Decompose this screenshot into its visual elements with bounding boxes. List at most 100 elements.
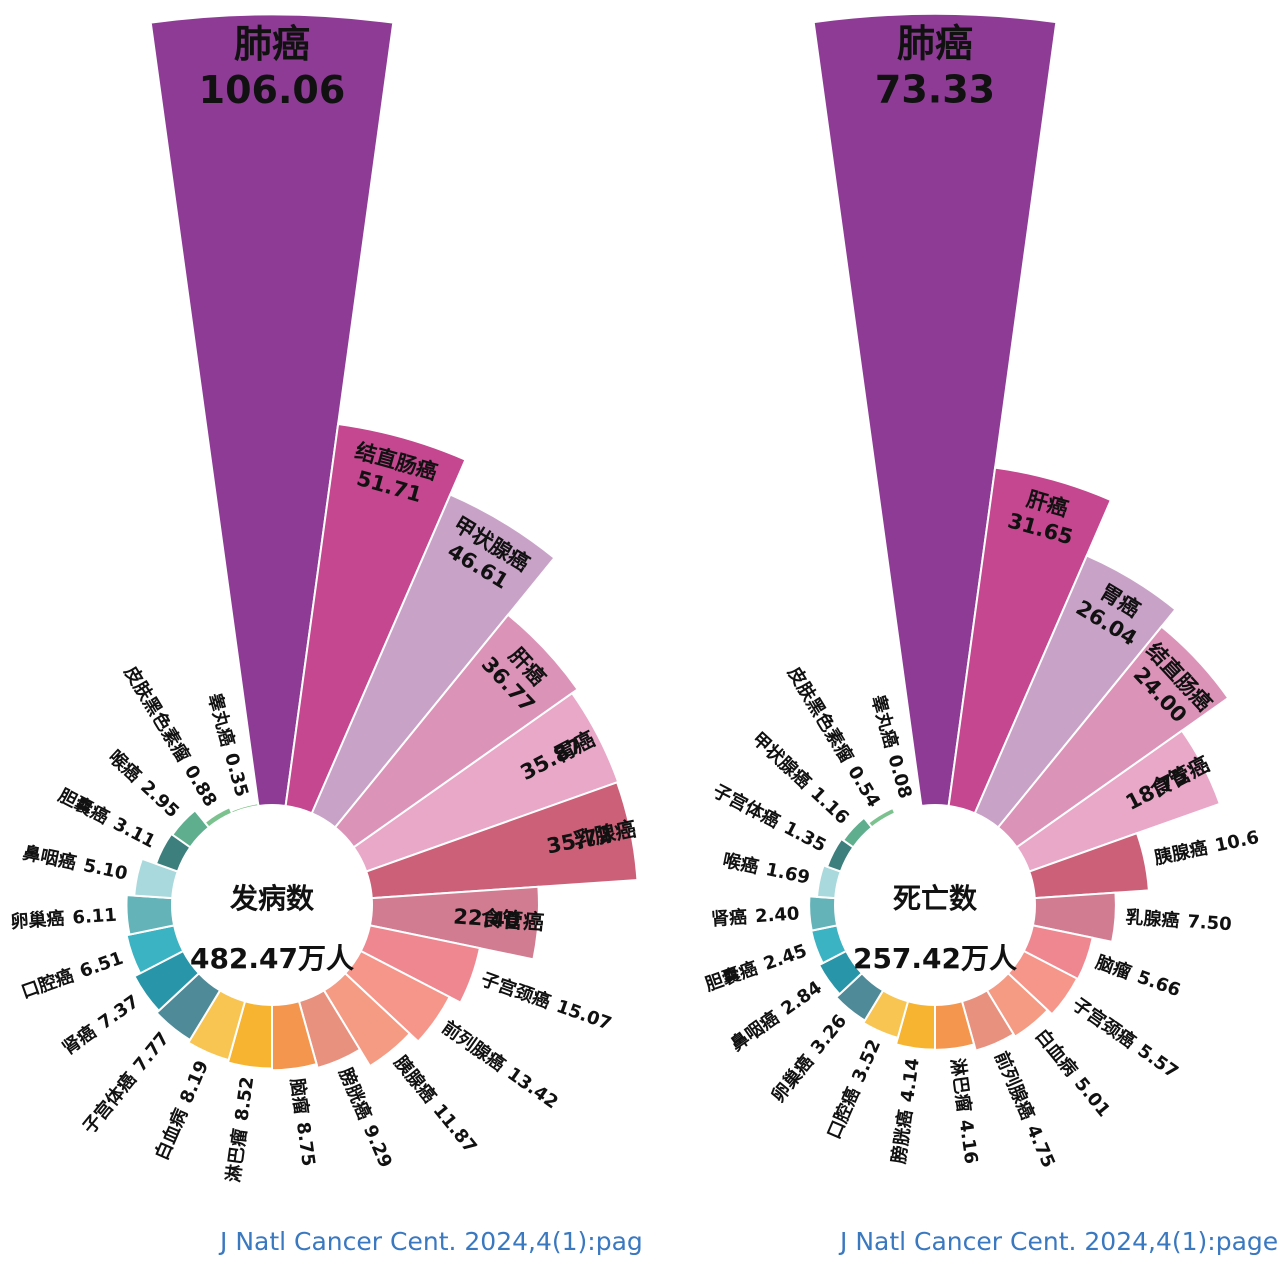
rose-wedge: [333, 613, 580, 849]
value-label: 8.19: [176, 1058, 213, 1107]
value-label: 2.45: [761, 940, 810, 975]
value-label: 6.51: [77, 948, 126, 983]
data-label: 肾癌7.37: [58, 990, 143, 1059]
value-label: 9.29: [359, 1122, 396, 1171]
rose-wedge: [226, 1000, 273, 1070]
data-label: 喉癌 1.69: [721, 849, 812, 889]
value-label: 1.16: [806, 783, 853, 829]
rose-wedge: [841, 816, 874, 849]
value-label: 15.07: [554, 996, 615, 1035]
rose-wedge: [825, 837, 855, 873]
category-label: 甲状腺癌: [748, 728, 816, 793]
data-label: 鼻咽癌 5.10: [21, 841, 130, 884]
value-label: 2.84: [777, 977, 825, 1020]
category-label: 子宫颈癌: [1068, 993, 1140, 1052]
rose-wedge: [861, 989, 910, 1040]
value-label: 7.37: [95, 991, 143, 1034]
category-label: 卵巢癌: [10, 907, 65, 933]
category-label: 口腔癌: [823, 1084, 865, 1142]
rose-wedge: [170, 808, 211, 849]
category-label: 鼻咽癌: [726, 1007, 783, 1056]
category-label: 脑瘤: [1093, 951, 1134, 984]
rose-wedge: [893, 803, 923, 815]
data-label: 胰腺癌11.87: [389, 1051, 482, 1158]
rose-wedge: [985, 971, 1050, 1039]
category-label: 胆囊癌: [54, 784, 113, 829]
value-label: 13.42: [503, 1063, 562, 1113]
rose-wedge: [284, 422, 467, 815]
value-label: 4.75: [1022, 1122, 1059, 1171]
value-label: 1.35: [780, 817, 829, 856]
center-hole: [174, 807, 370, 1003]
data-label: 胰腺癌 10.6: [1151, 826, 1261, 869]
center-total: 257.42万人: [853, 942, 1017, 975]
value-label: 7.77: [129, 1028, 173, 1076]
data-label: 子宫颈癌15.07: [478, 968, 614, 1035]
value-label: 4.14: [897, 1057, 924, 1104]
category-label: 淋巴瘤: [946, 1057, 975, 1113]
value-label: 4.16: [955, 1118, 982, 1165]
category-label: 脑瘤: [286, 1077, 313, 1116]
category-label: 胆囊癌: [701, 957, 760, 996]
value-label: 2.95: [136, 777, 183, 823]
category-label: 乳腺癌: [1125, 906, 1180, 932]
rose-wedge: [866, 806, 897, 829]
category-label: 喉癌: [721, 849, 761, 878]
category-label: 膀胱癌: [887, 1109, 916, 1166]
rose-wedge: [125, 894, 176, 936]
center-hole: [837, 807, 1033, 1003]
rose-wedge: [808, 895, 839, 932]
data-label: 膀胱癌9.29: [334, 1064, 397, 1171]
rose-wedge: [815, 864, 843, 900]
category-label: 淋巴瘤: [222, 1127, 251, 1183]
rose-wedge: [149, 13, 395, 808]
category-label: 肾癌: [58, 1021, 100, 1060]
category-label: 子宫体癌: [709, 780, 783, 833]
value-label: 3.11: [110, 814, 159, 853]
data-label: 膀胱癌 4.14: [887, 1057, 923, 1166]
rose-wedge: [155, 971, 222, 1042]
rose-wedge: [960, 989, 1015, 1052]
data-label: 乳腺癌 7.50: [1125, 906, 1233, 935]
data-label: 淋巴瘤 8.52: [222, 1075, 258, 1183]
data-label: 肾癌 2.40: [710, 902, 800, 930]
value-label: 3.26: [807, 1011, 851, 1059]
rose-wedge: [834, 971, 885, 1022]
rose-wedge: [125, 924, 185, 975]
rose-wedge: [229, 802, 260, 815]
category-label: 前列腺癌: [438, 1016, 510, 1075]
value-label: 22.40: [453, 904, 521, 932]
rose-wedge: [359, 924, 482, 1005]
value-label: 5.01: [1070, 1073, 1114, 1121]
center-total: 482.47万人: [190, 942, 354, 975]
rose-wedge: [812, 12, 1058, 808]
rose-wedge: [271, 1000, 318, 1072]
data-label: 子宫体癌7.77: [78, 1028, 174, 1138]
data-label: 前列腺癌13.42: [438, 1016, 563, 1113]
value-label: 0.88: [180, 762, 221, 811]
rose-wedge: [343, 949, 451, 1043]
category-label: 喉癌: [104, 746, 145, 787]
rose-wedge: [996, 625, 1230, 849]
category-label: 鼻咽癌: [21, 841, 78, 874]
rose-wedge: [310, 493, 556, 829]
rose-wedge: [352, 691, 620, 873]
center-title: 死亡数: [893, 882, 978, 915]
rose-wedge: [133, 949, 201, 1013]
category-label: 子宫颈癌: [478, 968, 553, 1013]
value-label: 0.54: [843, 762, 884, 811]
center-title: 发病数: [229, 882, 315, 915]
category-label: 子宫体癌: [78, 1068, 141, 1138]
source-note: J Natl Cancer Cent. 2024,4(1):page: [838, 1227, 1278, 1256]
value-label: 73.33: [875, 67, 995, 111]
rose-wedge: [297, 989, 362, 1070]
rose-wedge: [186, 989, 247, 1062]
category-label: 卵巢癌: [767, 1051, 818, 1107]
rose-wedge: [368, 885, 540, 961]
value-label: 0.08: [883, 753, 915, 801]
category-label: 胰腺癌: [389, 1051, 441, 1108]
value-label: 10.6: [1213, 827, 1261, 857]
rose-wedge: [203, 805, 234, 829]
data-label: 胆囊癌2.45: [701, 939, 810, 996]
